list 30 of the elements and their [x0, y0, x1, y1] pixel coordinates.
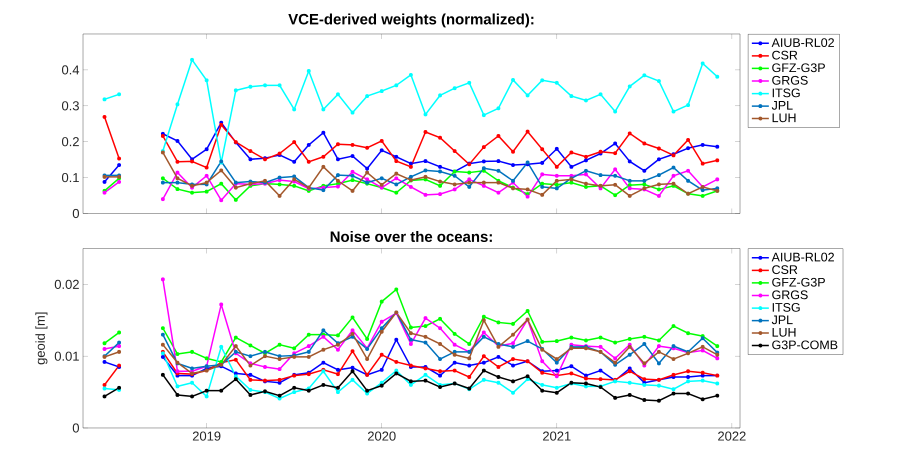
legend-label: CSR: [772, 50, 798, 60]
y-tick-label: 0.01: [54, 352, 79, 361]
x-tick-label: 2022: [718, 432, 746, 441]
legend-label: AIUB-RL02: [772, 38, 834, 47]
y-tick-label: 0: [72, 423, 79, 433]
y-tick-label: 0.2: [62, 137, 79, 146]
legend-label: LUH: [772, 114, 796, 122]
y-tick-label: 0.02: [54, 280, 79, 289]
legend-label: LUH: [772, 328, 796, 337]
x-tick-label: 2020: [368, 432, 396, 441]
chart-title: VCE-derived weights (normalized):: [288, 13, 534, 28]
legend-label: JPL: [772, 316, 793, 324]
y-tick-label: 0.3: [62, 101, 79, 110]
y-tick-label: 0.1: [62, 172, 79, 182]
legend-label: G3P-COMB: [772, 340, 838, 350]
legend-label: GRGS: [772, 76, 808, 85]
legend-label: AIUB-RL02: [772, 252, 834, 262]
legend-label: CSR: [772, 265, 798, 274]
legend-label: GRGS: [772, 290, 808, 300]
y-tick-label: 0.4: [62, 65, 80, 74]
y-axis-title: geoid [m]: [35, 312, 48, 364]
legend-label: GFZ-G3P: [772, 63, 825, 72]
legend-label: ITSG: [772, 302, 800, 312]
x-tick-label: 2021: [543, 432, 571, 441]
legend-label: GFZ-G3P: [772, 278, 825, 287]
x-tick-label: 2019: [192, 432, 220, 441]
chart-title: Noise over the oceans:: [330, 231, 492, 242]
legend-label: ITSG: [772, 88, 800, 98]
y-tick-label: 0: [72, 208, 79, 218]
legend-label: JPL: [772, 101, 793, 110]
